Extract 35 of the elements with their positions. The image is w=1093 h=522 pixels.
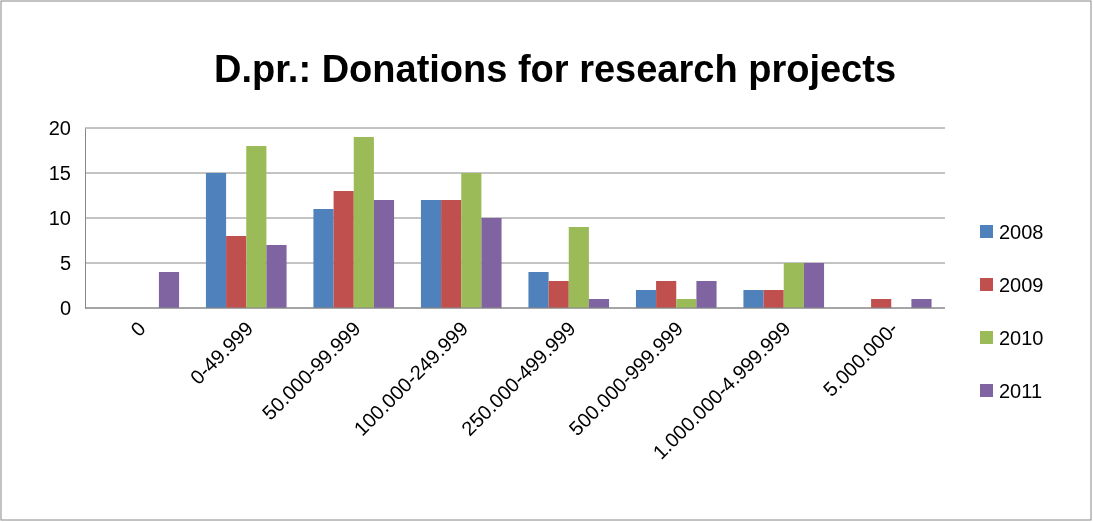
bar bbox=[353, 137, 374, 308]
bar bbox=[481, 218, 502, 308]
bar bbox=[158, 272, 180, 308]
bar bbox=[763, 290, 784, 308]
y-tick-label: 15 bbox=[48, 161, 71, 184]
legend-label: 2009 bbox=[999, 274, 1044, 296]
bar bbox=[246, 146, 267, 308]
y-tick-label: 0 bbox=[59, 296, 71, 319]
bar bbox=[803, 263, 825, 308]
bar bbox=[441, 200, 462, 308]
bar bbox=[205, 173, 227, 308]
bar bbox=[656, 281, 677, 308]
y-tick-label: 5 bbox=[59, 251, 71, 274]
legend-label: 2008 bbox=[999, 221, 1044, 243]
bar bbox=[373, 200, 395, 308]
y-tick-label: 10 bbox=[48, 206, 71, 229]
bar bbox=[548, 281, 569, 308]
chart-title: D.pr.: Donations for research projects bbox=[213, 48, 897, 90]
bar bbox=[420, 200, 442, 308]
bar bbox=[743, 290, 764, 308]
bar bbox=[696, 281, 717, 308]
bar bbox=[333, 191, 354, 308]
bar bbox=[226, 236, 247, 308]
legend-label: 2010 bbox=[999, 327, 1044, 349]
y-tick-label: 20 bbox=[48, 116, 71, 139]
bar bbox=[568, 227, 589, 308]
bar bbox=[461, 173, 482, 308]
bar bbox=[313, 209, 334, 308]
bar bbox=[266, 245, 287, 308]
bar bbox=[635, 290, 657, 308]
bar bbox=[528, 272, 549, 308]
bar bbox=[783, 263, 804, 308]
bar bbox=[911, 299, 932, 308]
legend-label: 2011 bbox=[999, 380, 1043, 402]
x-tick-label: 0 bbox=[126, 317, 150, 341]
